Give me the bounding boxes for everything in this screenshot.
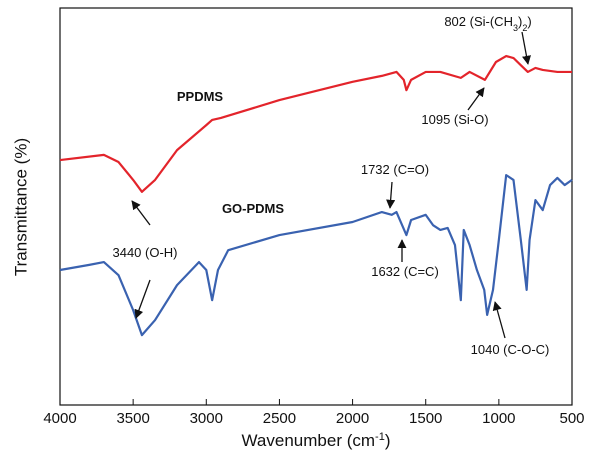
series-label: GO-PDMS: [222, 201, 284, 216]
annotation-part: 3: [513, 23, 518, 33]
annotation-part: 1632 (C=C): [371, 264, 439, 279]
x-axis-label: Wavenumber (cm-1): [242, 431, 391, 450]
x-axis-label-part: Wavenumber (cm: [242, 431, 376, 450]
annotation-arrow: [134, 279, 151, 319]
annotation: 802 (Si-(CH3)2): [444, 14, 531, 33]
annotation: 1732 (C=O): [361, 162, 429, 177]
annotation: 1632 (C=C): [371, 264, 439, 279]
spectrum-line: [59, 54, 572, 193]
annotation-arrow: [492, 301, 506, 339]
annotation: 3440 (O-H): [112, 245, 177, 260]
x-tick-label: 1500: [409, 410, 442, 427]
x-tick-label: 2000: [336, 410, 369, 427]
annotation: 1040 (C-O-C): [471, 342, 550, 357]
x-tick-label: 500: [559, 410, 584, 427]
plot-frame: [59, 7, 573, 406]
annotation: 1095 (Si-O): [421, 112, 488, 127]
annotation-arrow: [386, 181, 396, 209]
x-tick-label: 2500: [263, 410, 296, 427]
series-label: PPDMS: [177, 89, 224, 104]
annotation-part: 1095 (Si-O): [421, 112, 488, 127]
x-tick-label: 4000: [43, 410, 76, 427]
plot-layer: 4000 3500 3000 2500 2000 1500 1000 500 Wavenumbe…: [43, 14, 584, 450]
annotation-part: 1040 (C-O-C): [471, 342, 550, 357]
annotation-part: 3440 (O-H): [112, 245, 177, 260]
x-tick-label: 3500: [116, 410, 149, 427]
annotation-arrow: [521, 31, 531, 65]
annotation-arrow: [131, 200, 151, 226]
x-tick-label: 1000: [482, 410, 515, 427]
y-axis-label: Transmittance (%): [11, 138, 30, 276]
annotation-part: ): [518, 14, 522, 29]
x-axis-label-part: ): [385, 431, 391, 450]
x-tick-label: 3000: [190, 410, 223, 427]
annotation-arrow: [467, 87, 485, 111]
spectrum-line: [59, 174, 573, 337]
annotation-part: 1732 (C=O): [361, 162, 429, 177]
x-axis-label-part: -1: [375, 431, 385, 443]
annotation-part: 2: [522, 23, 527, 33]
annotation-part: ): [527, 14, 531, 29]
annotation-part: 802 (Si-(CH: [444, 14, 513, 29]
